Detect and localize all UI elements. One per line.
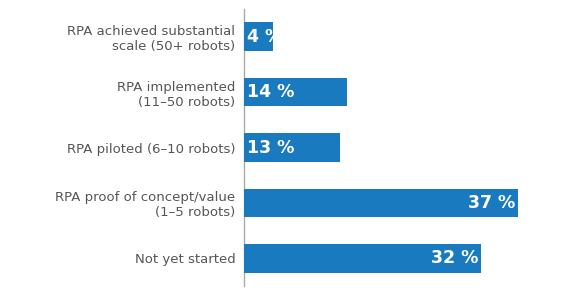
Text: 13 %: 13 % bbox=[246, 139, 294, 156]
Bar bbox=[244, 189, 518, 217]
Text: 4 %: 4 % bbox=[246, 28, 282, 46]
Text: 32 %: 32 % bbox=[431, 249, 478, 267]
Bar bbox=[244, 22, 273, 51]
Bar bbox=[244, 78, 347, 106]
Text: 37 %: 37 % bbox=[468, 194, 515, 212]
Bar bbox=[244, 133, 340, 162]
Text: 14 %: 14 % bbox=[246, 83, 294, 101]
Bar bbox=[244, 244, 481, 273]
